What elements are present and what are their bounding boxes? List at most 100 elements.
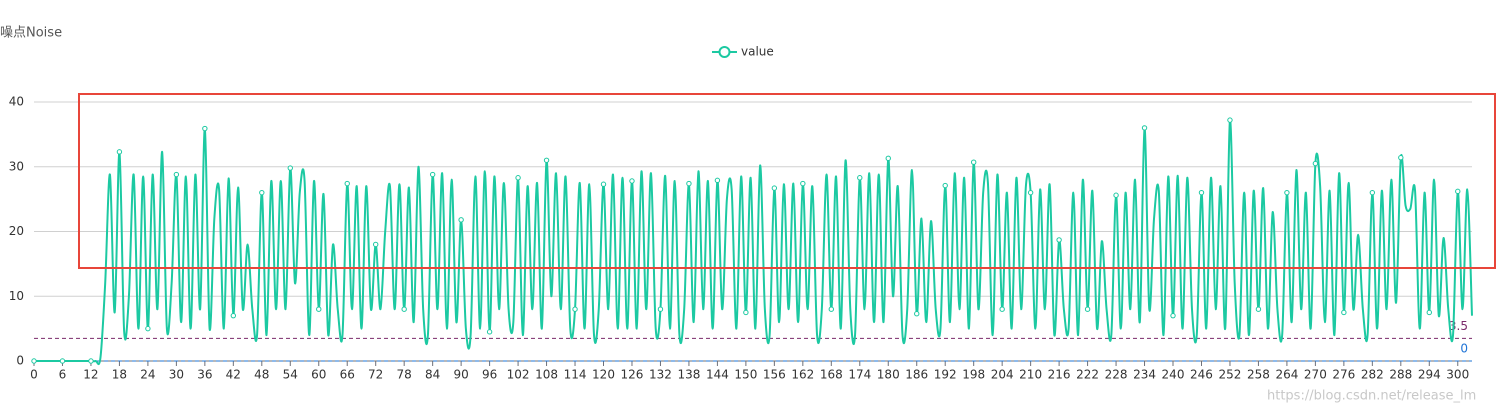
x-tick-label: 84 [425, 368, 440, 382]
point [1255, 306, 1262, 312]
point [1113, 192, 1119, 198]
point [1455, 188, 1461, 195]
x-tick-label: 234 [1133, 368, 1156, 382]
x-tick-label: 210 [1019, 368, 1042, 382]
watermark: https://blog.csdn.net/release_lm [1267, 389, 1476, 404]
point [1369, 189, 1376, 196]
point [458, 217, 464, 223]
x-tick-label: 186 [905, 368, 928, 382]
x-tick-label: 270 [1304, 368, 1327, 382]
point [401, 306, 407, 312]
x-tick-label: 168 [820, 368, 843, 382]
x-tick-label: 48 [254, 368, 269, 382]
point [828, 306, 835, 312]
y-tick-label: 10 [9, 289, 24, 303]
point [600, 181, 607, 187]
x-tick-label: 198 [962, 368, 985, 382]
x-tick-label: 102 [507, 368, 530, 382]
point [800, 180, 806, 187]
point [942, 182, 948, 189]
x-tick-label: 216 [1048, 368, 1071, 382]
x-tick-label: 126 [621, 368, 644, 382]
point [1398, 154, 1404, 161]
point [429, 171, 436, 178]
x-tick-label: 108 [535, 368, 558, 382]
point [230, 312, 237, 319]
point [287, 165, 293, 171]
y-axis-name: 噪点Noise [0, 26, 62, 41]
point [88, 358, 94, 364]
highlight-box [78, 93, 1496, 269]
point [486, 329, 493, 335]
x-tick-label: 300 [1446, 368, 1469, 382]
point [1227, 117, 1233, 123]
x-tick-label: 288 [1389, 368, 1412, 382]
x-tick-label: 114 [564, 368, 587, 382]
x-tick-label: 60 [311, 368, 326, 382]
point [999, 306, 1005, 312]
x-tick-label: 204 [991, 368, 1014, 382]
point [914, 311, 920, 317]
x-tick-label: 174 [848, 368, 871, 382]
x-tick-label: 66 [340, 368, 355, 382]
point [1312, 160, 1319, 167]
point [543, 157, 550, 163]
point [857, 175, 863, 181]
x-tick-label: 192 [934, 368, 957, 382]
point [1027, 189, 1034, 196]
x-tick-label: 36 [197, 368, 212, 382]
mark-line-label: 3.5 [1449, 319, 1468, 333]
x-tick-label: 96 [482, 368, 497, 382]
x-tick-label: 222 [1076, 368, 1099, 382]
point [515, 175, 521, 181]
point [344, 180, 350, 187]
x-tick-label: 18 [112, 368, 127, 382]
line [34, 119, 1473, 366]
x-tick-label: 72 [368, 368, 383, 382]
x-tick-label: 156 [763, 368, 786, 382]
point [970, 159, 977, 165]
y-tick-label: 20 [9, 224, 24, 238]
point [743, 309, 749, 316]
y-tick-label: 0 [16, 354, 24, 368]
x-tick-label: 30 [169, 368, 184, 382]
x-tick-label: 294 [1418, 368, 1441, 382]
x-tick-label: 6 [59, 368, 67, 382]
point [259, 189, 265, 196]
x-tick-label: 0 [30, 368, 38, 382]
x-tick-label: 150 [734, 368, 757, 382]
y-tick-label: 40 [9, 95, 24, 109]
point [1198, 189, 1205, 196]
x-tick-label: 120 [592, 368, 615, 382]
point [1341, 309, 1347, 316]
point [173, 171, 180, 178]
point [885, 155, 891, 162]
legend-symbol [718, 46, 731, 58]
x-tick-label: 132 [649, 368, 672, 382]
x-tick-label: 228 [1105, 368, 1128, 382]
x-tick-label: 276 [1332, 368, 1355, 382]
x-tick-label: 162 [791, 368, 814, 382]
x-tick-label: 138 [677, 368, 700, 382]
point [1084, 306, 1091, 312]
x-tick-label: 240 [1162, 368, 1185, 382]
x-tick-label: 180 [877, 368, 900, 382]
x-tick-label: 282 [1361, 368, 1384, 382]
point [1426, 309, 1432, 316]
point [686, 180, 692, 187]
point [1170, 312, 1176, 319]
point [31, 358, 37, 364]
x-tick-label: 54 [283, 368, 298, 382]
point [373, 241, 379, 248]
x-tick-label: 12 [83, 368, 98, 382]
x-tick-label: 258 [1247, 368, 1270, 382]
point [145, 325, 151, 332]
point [771, 185, 778, 191]
point [1284, 189, 1290, 196]
point [572, 306, 578, 312]
point [657, 306, 664, 312]
x-tick-label: 246 [1190, 368, 1213, 382]
point [59, 358, 66, 364]
point [116, 149, 123, 155]
